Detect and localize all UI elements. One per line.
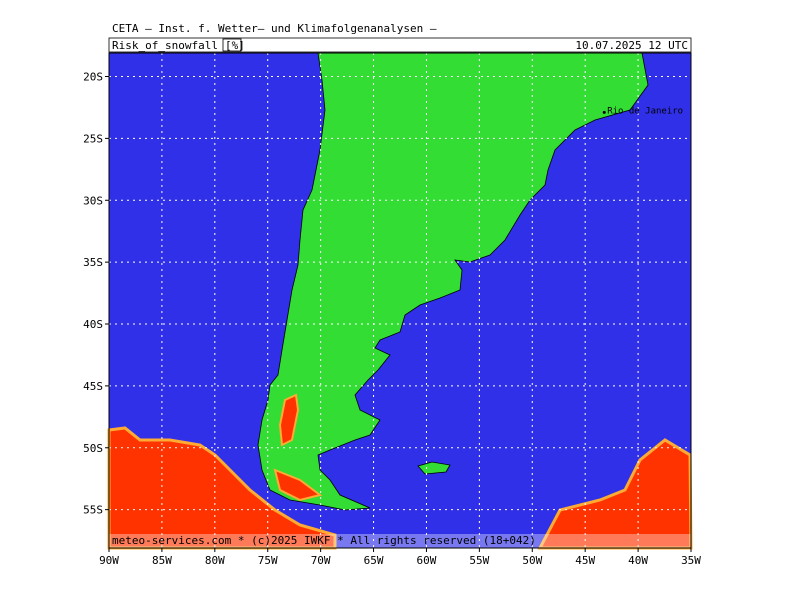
land <box>257 52 649 511</box>
lat-label: 50S <box>83 442 103 455</box>
footer: meteo-services.com * (c)2025 IWKF * All … <box>112 534 536 547</box>
lat-label: 30S <box>83 194 103 207</box>
lat-label: 55S <box>83 504 103 517</box>
lat-label: 20S <box>83 71 103 84</box>
lat-label: 35S <box>83 256 103 269</box>
lat-label: 45S <box>83 380 103 393</box>
city-label: Rio de Janeiro <box>607 106 683 116</box>
unit: [%] <box>225 39 245 52</box>
unit-box <box>222 38 242 52</box>
lon-label: 80W <box>205 554 225 567</box>
snow-risk-area <box>273 468 323 502</box>
lon-label: 40W <box>628 554 648 567</box>
header-bar <box>108 37 692 53</box>
frame-border <box>108 52 692 549</box>
lon-label: 45W <box>575 554 595 567</box>
map-frame: meteo-services.com * (c)2025 IWKF * All … <box>107 52 693 550</box>
lon-label: 70W <box>311 554 331 567</box>
header-title: CETA – Inst. f. Wetter– und Klimafolgena… <box>112 22 437 35</box>
lat-label: 25S <box>83 132 103 145</box>
lon-label: 60W <box>417 554 437 567</box>
lat-label: 40S <box>83 318 103 331</box>
snow-risk-area <box>107 426 337 550</box>
lon-label: 75W <box>258 554 278 567</box>
island <box>417 461 451 475</box>
parameter: Risk_of_snowfall <box>112 39 218 52</box>
city-marker <box>602 110 606 114</box>
lon-label: 85W <box>152 554 172 567</box>
lon-label: 65W <box>364 554 384 567</box>
lon-label: 50W <box>522 554 542 567</box>
footer-band <box>109 534 691 548</box>
snow-risk-area <box>278 393 300 447</box>
lon-label: 90W <box>99 554 119 567</box>
lon-label: 55W <box>469 554 489 567</box>
valid-time: 10.07.2025 12 UTC <box>575 39 688 52</box>
lon-label: 35W <box>681 554 701 567</box>
